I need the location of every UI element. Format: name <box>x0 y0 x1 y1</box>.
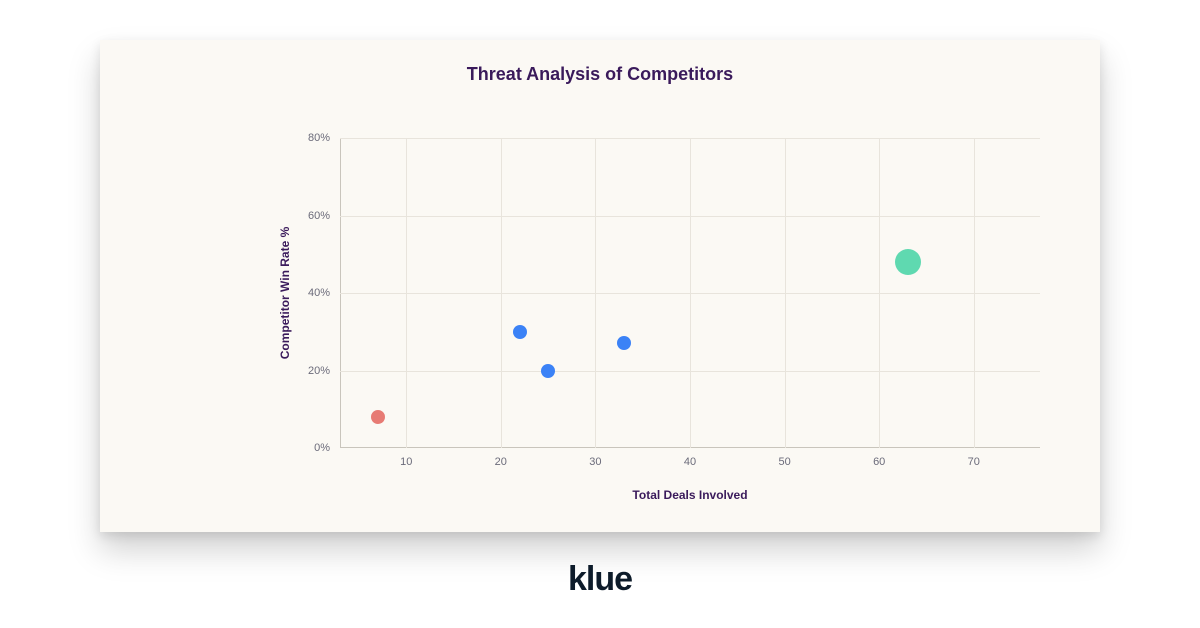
chart-plot-area: 102030405060700%20%40%60%80% <box>340 138 1040 448</box>
chart-card: Threat Analysis of Competitors 102030405… <box>100 40 1100 532</box>
data-point <box>895 249 921 275</box>
grid-line-h <box>340 371 1040 372</box>
y-tick-label: 80% <box>308 132 330 144</box>
x-tick-label: 20 <box>495 456 507 468</box>
data-point <box>541 364 555 378</box>
chart-title: Threat Analysis of Competitors <box>100 64 1100 85</box>
brand-logo: klue <box>568 560 632 599</box>
y-axis-label: Competitor Win Rate % <box>278 227 292 360</box>
grid-line-h <box>340 293 1040 294</box>
x-tick-label: 60 <box>873 456 885 468</box>
x-tick-label: 10 <box>400 456 412 468</box>
y-tick-label: 60% <box>308 210 330 222</box>
x-tick-label: 50 <box>778 456 790 468</box>
x-tick-label: 40 <box>684 456 696 468</box>
grid-line-h <box>340 138 1040 139</box>
data-point <box>371 410 385 424</box>
x-axis-label: Total Deals Involved <box>632 488 747 502</box>
y-tick-label: 20% <box>308 365 330 377</box>
data-point <box>513 325 527 339</box>
y-tick-label: 0% <box>314 442 330 454</box>
y-tick-label: 40% <box>308 287 330 299</box>
data-point <box>617 336 631 350</box>
x-tick-label: 30 <box>589 456 601 468</box>
grid-line-h <box>340 216 1040 217</box>
x-tick-label: 70 <box>968 456 980 468</box>
